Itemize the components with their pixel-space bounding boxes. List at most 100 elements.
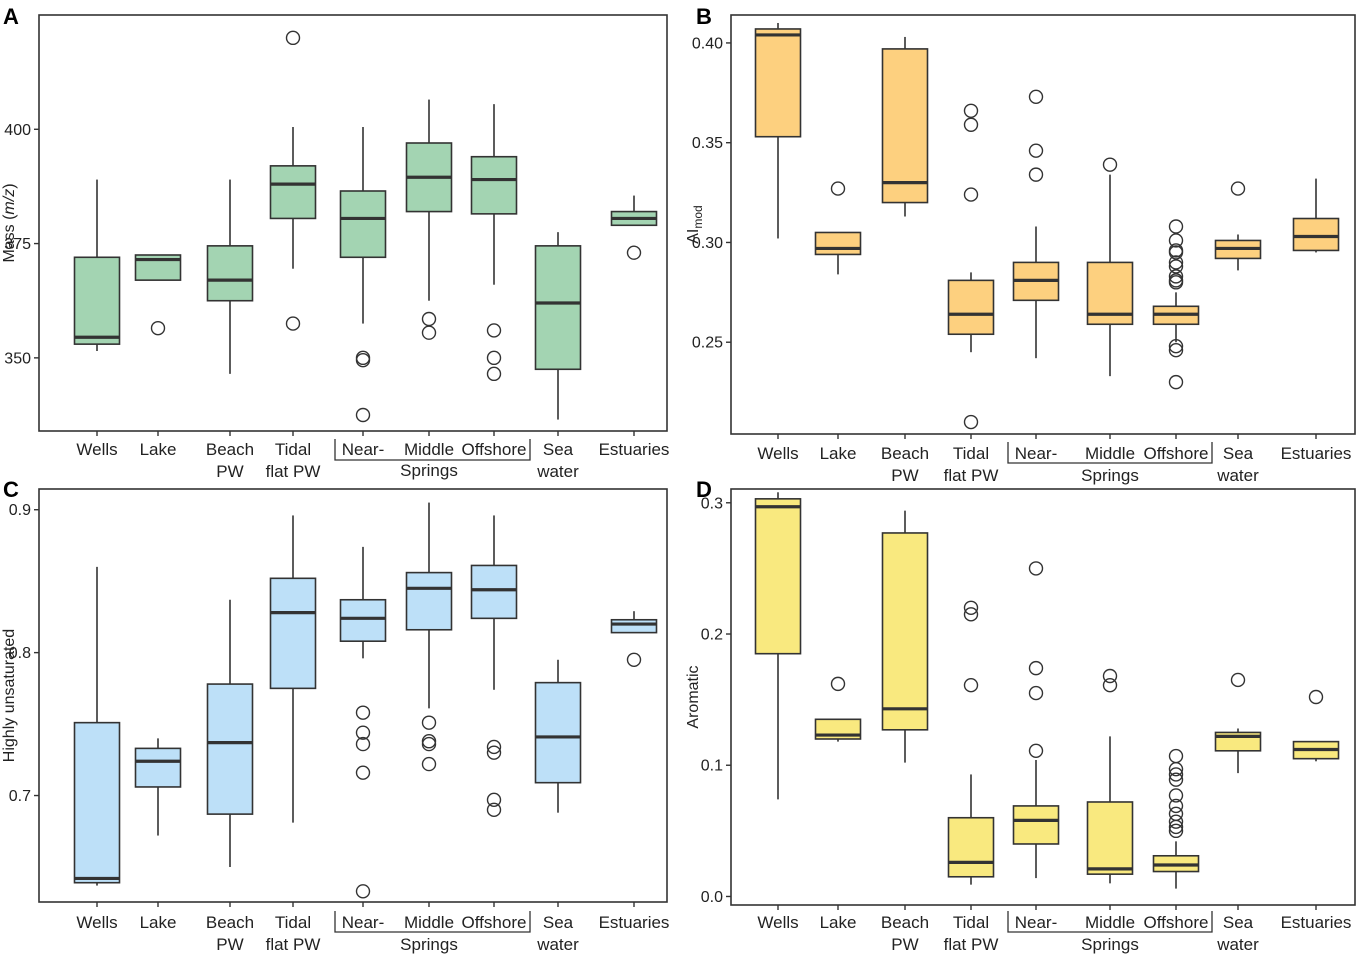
springs-bracket <box>1007 442 1213 464</box>
iqr-box <box>1012 805 1060 845</box>
box-2 <box>814 676 862 742</box>
iqr-box <box>1292 217 1340 252</box>
box-7 <box>1152 748 1200 889</box>
y-tick-label: 0.3 <box>701 495 723 512</box>
box-6 <box>405 502 453 772</box>
y-axis-label: Aromatic <box>685 665 702 728</box>
outlier-point <box>626 652 642 667</box>
box-3 <box>206 179 254 374</box>
springs-bracket <box>1007 911 1213 933</box>
y-axis-label: Mass (m/z) <box>1 183 18 262</box>
x-tick-label: flat PW <box>266 462 321 481</box>
iqr-box <box>206 245 254 302</box>
x-tick-label: PW <box>891 466 918 485</box>
x-tick-label: Near- <box>342 913 385 932</box>
outlier-point <box>963 187 979 202</box>
box-8 <box>1214 181 1262 271</box>
outlier-point <box>1168 767 1184 782</box>
springs-group-label: Springs <box>400 935 458 954</box>
x-tick-label: Lake <box>820 444 857 463</box>
outlier-point <box>1230 672 1246 688</box>
x-tick-label: Tidal <box>275 440 311 459</box>
x-tick-label: Near- <box>1015 913 1058 932</box>
outlier-point <box>421 325 437 340</box>
box-6 <box>1086 157 1134 377</box>
outlier-point <box>285 30 301 46</box>
box-6 <box>1086 668 1134 884</box>
outlier-point <box>1028 561 1044 576</box>
x-tick-label: Beach <box>206 440 254 459</box>
outlier-point <box>1168 748 1184 764</box>
x-tick-label: Beach <box>206 913 254 932</box>
box-8 <box>534 232 582 420</box>
iqr-box <box>610 618 658 634</box>
x-tick-label: Offshore <box>462 440 527 459</box>
outlier-point <box>1168 772 1184 787</box>
box-5 <box>1012 561 1060 879</box>
y-tick-label: 350 <box>4 350 31 367</box>
iqr-box <box>947 279 995 336</box>
box-6 <box>405 99 453 340</box>
outlier-point <box>1168 798 1184 814</box>
outlier-point <box>830 676 846 692</box>
iqr-box <box>534 681 582 784</box>
outlier-point <box>1028 743 1044 759</box>
outlier-point <box>486 350 502 366</box>
outlier-point <box>1308 689 1324 705</box>
panel-label: D <box>696 477 712 502</box>
x-tick-label: Near- <box>342 440 385 459</box>
x-tick-label: Lake <box>820 913 857 932</box>
outlier-point <box>355 736 371 752</box>
outlier-point <box>486 802 502 818</box>
box-2 <box>134 738 182 836</box>
box-4 <box>947 600 995 885</box>
box-4 <box>269 515 317 823</box>
y-tick-label: 0.40 <box>692 35 723 52</box>
y-tick-label: 0.25 <box>692 335 723 352</box>
iqr-box <box>405 571 453 631</box>
plot-frame <box>38 488 668 903</box>
outlier-point <box>1168 259 1184 274</box>
outlier-point <box>626 245 642 260</box>
outlier-point <box>1168 819 1184 835</box>
outlier-point <box>1168 814 1184 829</box>
outlier-point <box>1168 788 1184 803</box>
box-7 <box>470 515 518 818</box>
x-tick-label: Middle <box>404 913 454 932</box>
box-4 <box>269 30 317 331</box>
iqr-box <box>881 532 929 731</box>
x-tick-label: Lake <box>140 440 177 459</box>
outlier-point <box>963 414 979 430</box>
x-tick-label: Sea <box>543 440 574 459</box>
box-9 <box>610 195 658 260</box>
box-5 <box>1012 89 1060 359</box>
outlier-point <box>1168 245 1184 260</box>
box-1 <box>754 22 802 239</box>
outlier-point <box>355 350 371 366</box>
plot-frame <box>730 488 1356 906</box>
box-3 <box>206 599 254 867</box>
outlier-point <box>963 677 979 693</box>
outlier-point <box>1168 374 1184 390</box>
iqr-box <box>754 28 802 138</box>
iqr-box <box>269 577 317 690</box>
x-tick-label: Tidal <box>953 444 989 463</box>
iqr-box <box>470 155 518 215</box>
outlier-point <box>1102 668 1118 684</box>
x-tick-label: Wells <box>757 913 798 932</box>
outlier-point <box>1028 685 1044 701</box>
box-2 <box>134 254 182 336</box>
box-9 <box>1292 689 1340 762</box>
box-8 <box>1214 672 1262 774</box>
plot-frame <box>38 14 668 432</box>
springs-group-label: Springs <box>1081 935 1139 954</box>
iqr-box <box>1086 801 1134 875</box>
x-tick-label: Tidal <box>275 913 311 932</box>
x-tick-label: Beach <box>881 444 929 463</box>
x-tick-label: water <box>1216 935 1259 954</box>
y-tick-label: 375 <box>4 236 31 253</box>
box-1 <box>754 492 802 800</box>
y-tick-label: 0.9 <box>9 502 31 519</box>
outlier-point <box>486 739 502 755</box>
iqr-box <box>814 231 862 256</box>
